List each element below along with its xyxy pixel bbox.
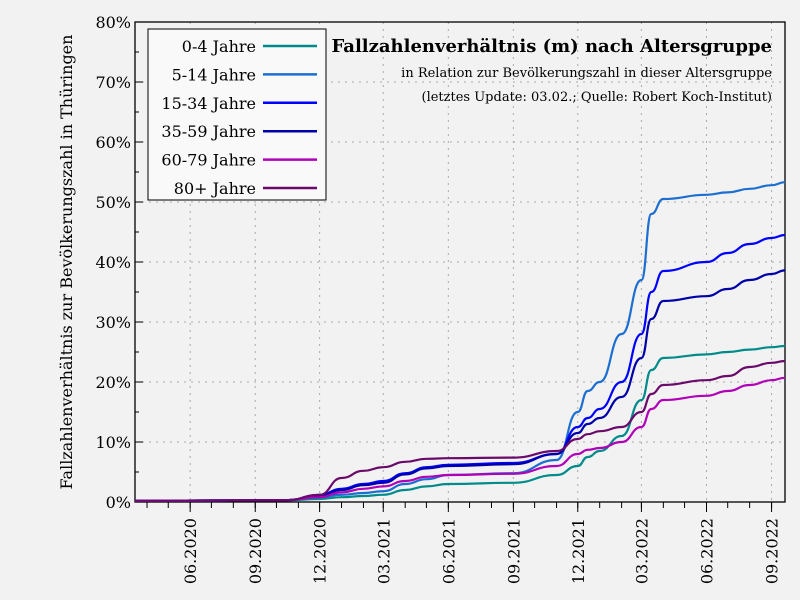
y-tick-label: 40% [95, 253, 131, 272]
plot-frame [134, 21, 786, 503]
x-tick-label: 03.2022 [632, 518, 651, 584]
x-tick-label: 09.2020 [246, 518, 265, 584]
series-line-5-14-jahre [134, 181, 786, 502]
x-tick-label: 12.2021 [569, 518, 588, 584]
x-tick-label: 06.2022 [697, 518, 716, 584]
x-tick-label: 06.2021 [439, 518, 458, 584]
legend-label: 60-79 Jahre [161, 151, 256, 170]
chart-title: Fallzahlenverhältnis (m) nach Altersgrup… [332, 36, 772, 57]
y-tick-label: 60% [95, 133, 131, 152]
y-tick-label: 50% [95, 193, 131, 212]
x-tick-label: 06.2020 [181, 518, 200, 584]
y-tick-label: 70% [95, 73, 131, 92]
x-tick-label: 09.2021 [504, 518, 523, 584]
legend-label: 80+ Jahre [174, 179, 256, 198]
x-tick-label: 09.2022 [763, 518, 782, 584]
legend-label: 0-4 Jahre [182, 37, 256, 56]
legend-box [147, 28, 327, 201]
y-tick-label: 30% [95, 313, 131, 332]
legend-label: 15-34 Jahre [161, 94, 256, 113]
y-tick-label: 0% [106, 493, 131, 512]
y-axis-label: Fallzahlenverhältnis zur Bevölkerungszah… [57, 35, 76, 490]
legend-label: 35-59 Jahre [161, 122, 256, 141]
series-line-80-jahre [134, 359, 786, 502]
series-line-60-79-jahre [134, 376, 786, 502]
series-line-35-59-jahre [134, 269, 786, 502]
chart-subtitle: in Relation zur Bevölkerungszahl in dies… [401, 66, 772, 81]
x-tick-label: 03.2021 [374, 518, 393, 584]
legend-label: 5-14 Jahre [172, 65, 256, 84]
y-tick-label: 20% [95, 373, 131, 392]
chart-subtitle: (letztes Update: 03.02.; Quelle: Robert … [422, 90, 773, 105]
x-tick-label: 12.2020 [311, 518, 330, 584]
y-tick-label: 10% [95, 433, 131, 452]
y-tick-label: 80% [95, 13, 131, 32]
series-line-0-4-jahre [134, 344, 786, 502]
